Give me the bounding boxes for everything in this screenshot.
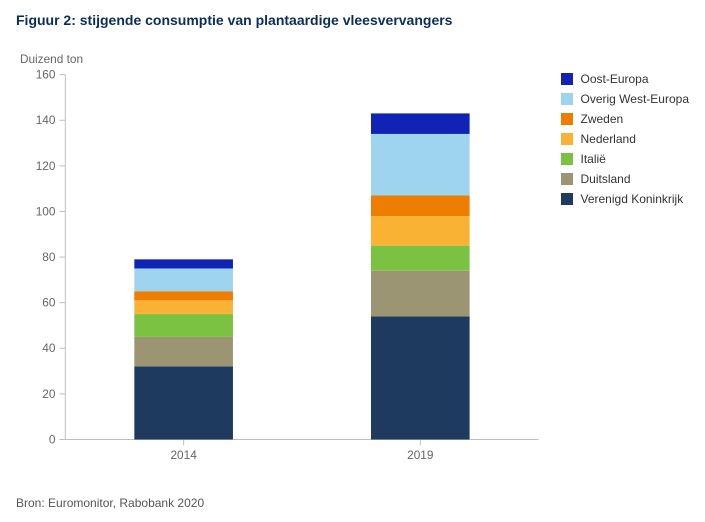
legend-label: Verenigd Koninkrijk <box>581 192 684 206</box>
legend-item: Duitsland <box>561 172 690 186</box>
legend: Oost-Europa Overig West-Europa Zweden Neder… <box>561 72 690 212</box>
bar-segment <box>371 316 470 439</box>
legend-label: Nederland <box>581 132 636 146</box>
legend-item: Verenigd Koninkrijk <box>561 192 690 206</box>
y-axis-label: Duizend ton <box>20 52 83 66</box>
legend-swatch <box>561 153 573 165</box>
legend-swatch <box>561 93 573 105</box>
bar-segment <box>134 367 233 440</box>
x-tick-label: 2014 <box>170 448 197 462</box>
bar-segment <box>134 259 233 268</box>
bar-segment <box>134 268 233 291</box>
bar-segment <box>134 314 233 337</box>
legend-item: Italië <box>561 152 690 166</box>
legend-swatch <box>561 73 573 85</box>
y-tick-label: 60 <box>42 296 56 310</box>
chart-title: Figuur 2: stijgende consumptie van plant… <box>16 12 689 28</box>
bar-segment <box>371 271 470 317</box>
y-tick-label: 160 <box>36 68 56 82</box>
bar-segment <box>371 246 470 271</box>
legend-swatch <box>561 133 573 145</box>
y-tick-label: 100 <box>36 204 56 218</box>
y-tick-label: 0 <box>49 432 56 446</box>
y-tick-label: 140 <box>36 113 56 127</box>
legend-swatch <box>561 193 573 205</box>
y-tick-label: 80 <box>42 250 56 264</box>
legend-label: Zweden <box>581 112 624 126</box>
bar-segment <box>371 113 470 134</box>
stacked-bar-chart: Duizend ton 0 20 40 60 80 100 120 140 160 2014 2019 <box>16 42 549 482</box>
legend-label: Italië <box>581 152 606 166</box>
bar-segment <box>371 134 470 196</box>
legend-swatch <box>561 173 573 185</box>
bar-segment <box>134 300 233 314</box>
bar-segment <box>371 195 470 216</box>
chart-container: Duizend ton 0 20 40 60 80 100 120 140 160 2014 2019… <box>16 42 689 482</box>
y-tick-label: 40 <box>42 341 56 355</box>
bar-segment <box>134 337 233 367</box>
bar-segment <box>371 216 470 246</box>
legend-item: Zweden <box>561 112 690 126</box>
y-tick-label: 20 <box>42 387 56 401</box>
legend-item: Overig West-Europa <box>561 92 690 106</box>
x-tick-label: 2019 <box>407 448 434 462</box>
legend-swatch <box>561 113 573 125</box>
legend-item: Oost-Europa <box>561 72 690 86</box>
chart-source: Bron: Euromonitor, Rabobank 2020 <box>16 496 689 510</box>
y-tick-label: 120 <box>36 159 56 173</box>
legend-label: Oost-Europa <box>581 72 649 86</box>
legend-item: Nederland <box>561 132 690 146</box>
legend-label: Overig West-Europa <box>581 92 690 106</box>
bar-segment <box>134 291 233 300</box>
legend-label: Duitsland <box>581 172 631 186</box>
